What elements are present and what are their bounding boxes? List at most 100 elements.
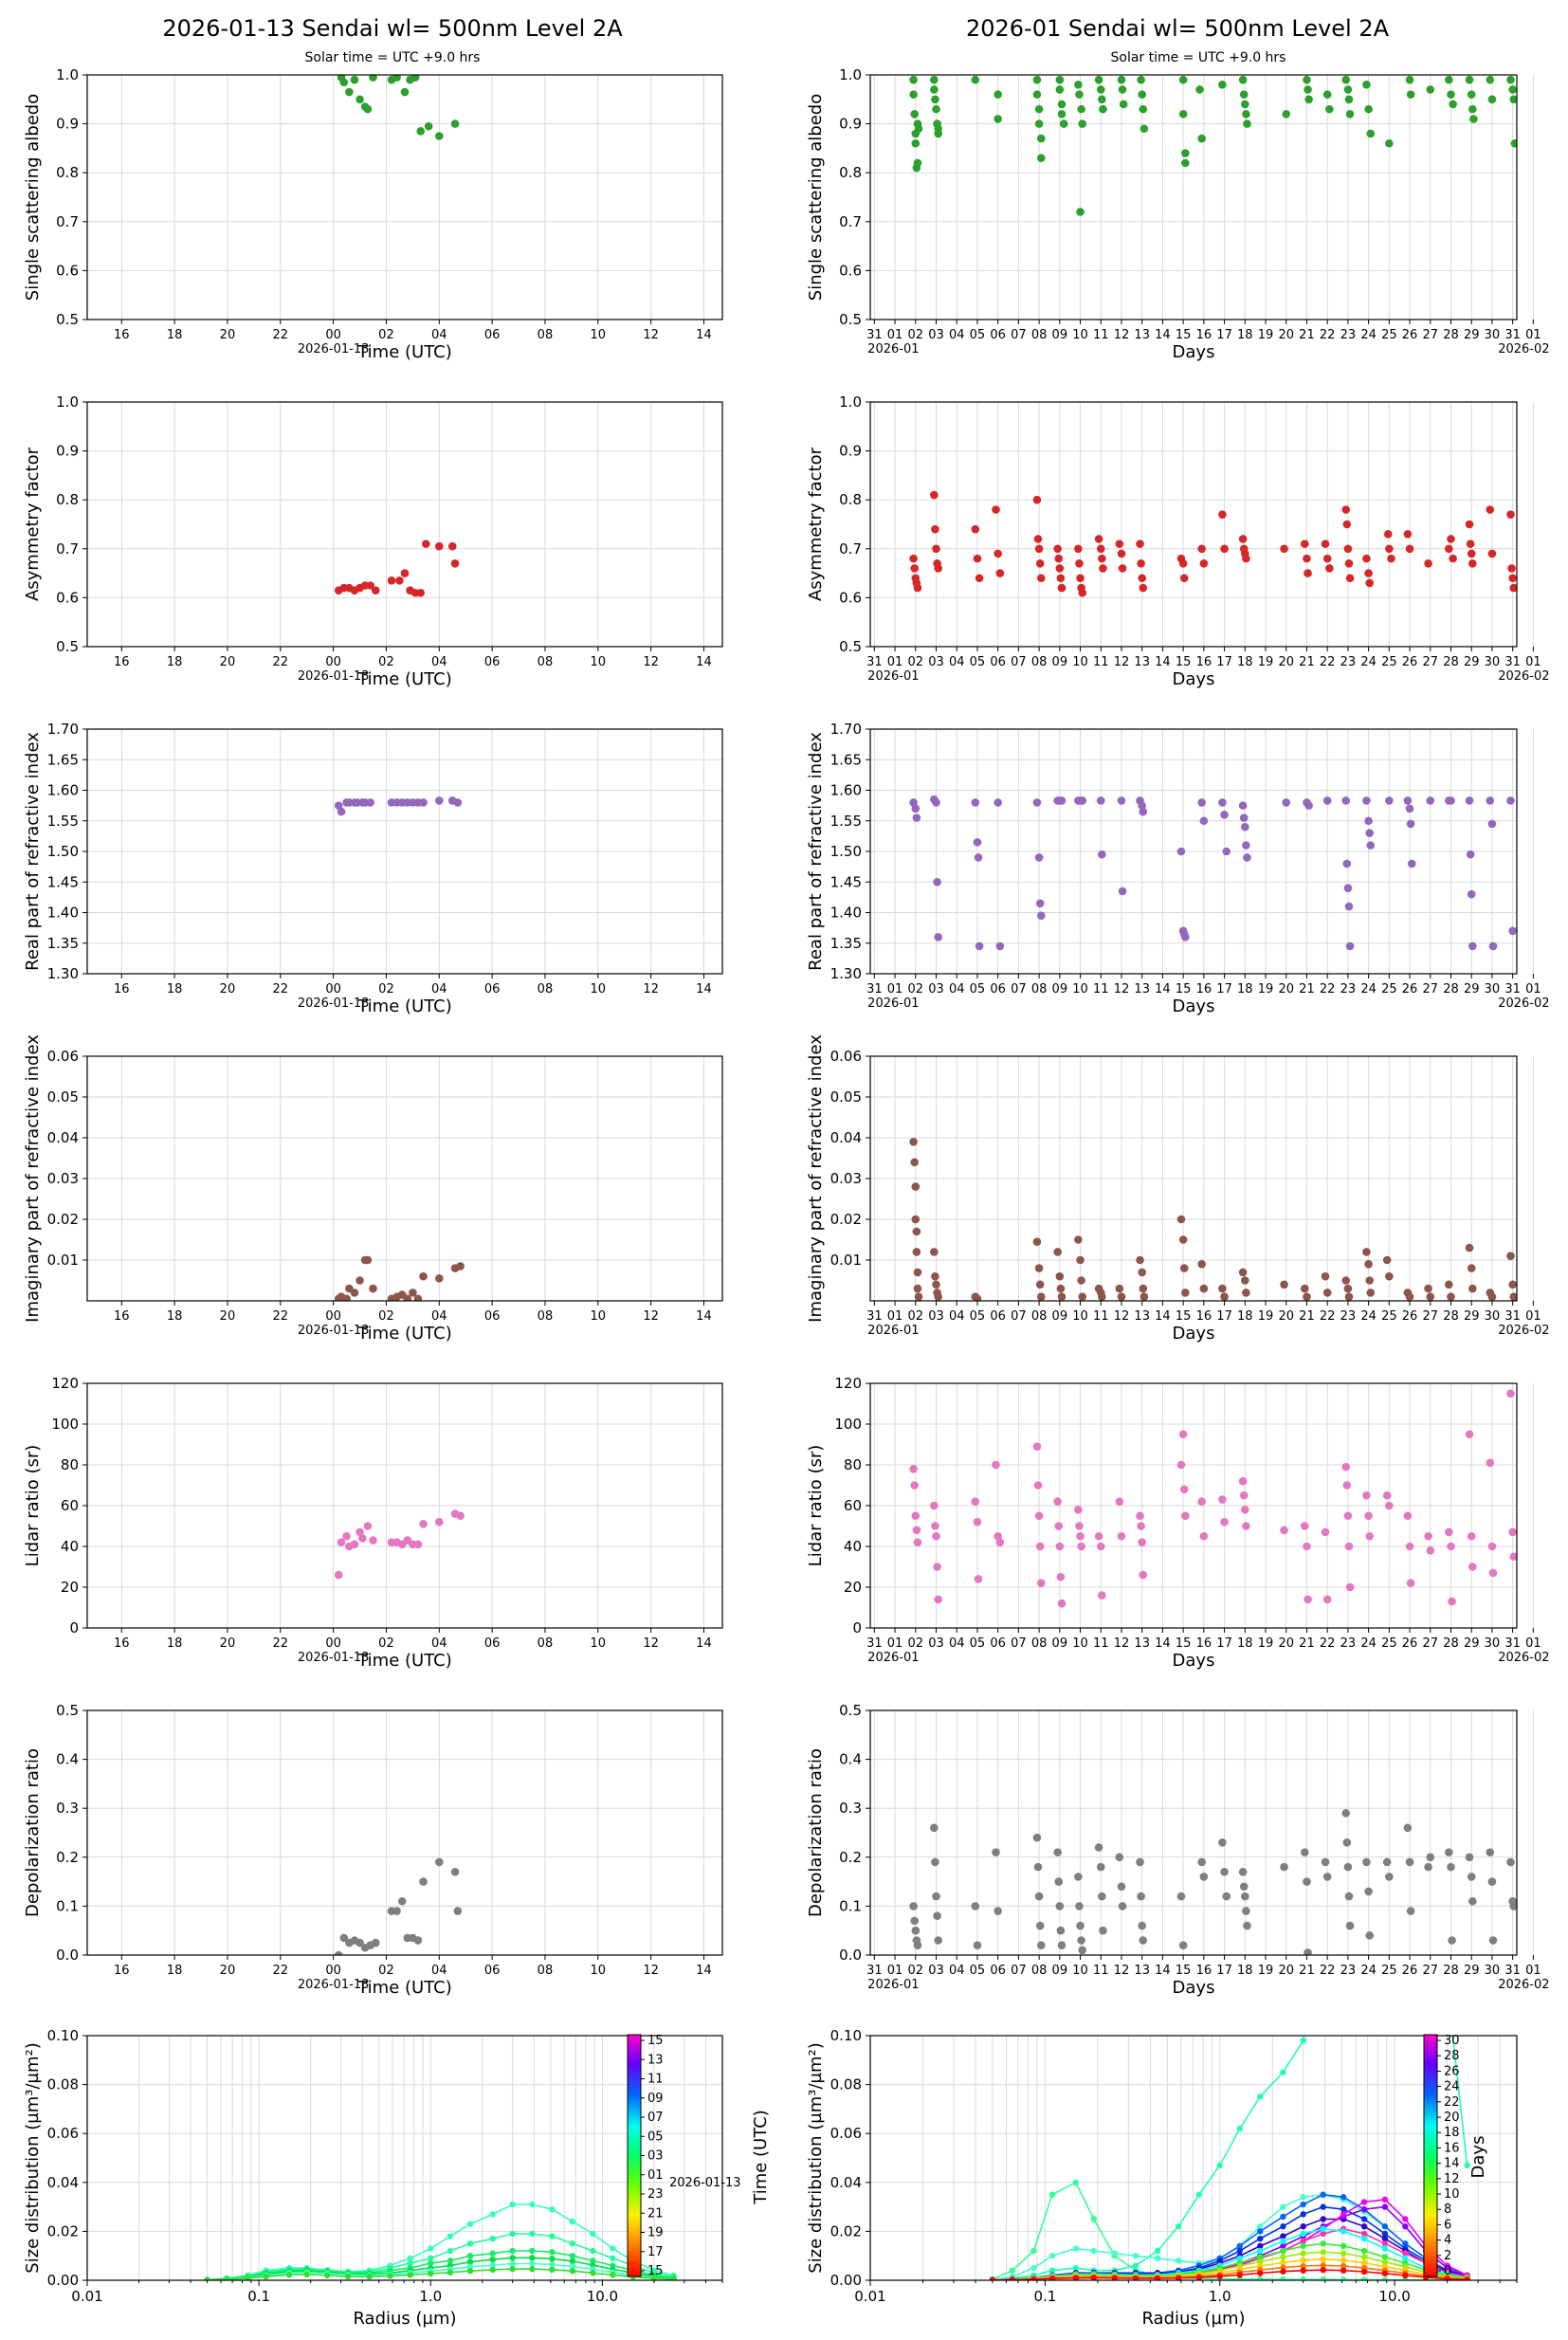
real-monthly-xtick-label: 13 — [1134, 982, 1150, 996]
asym-monthly-point — [1362, 554, 1371, 563]
imag-daily-point — [342, 1294, 351, 1301]
lidar-daily-point — [334, 1570, 343, 1580]
ssa-monthly-xtick-label: 30 — [1485, 328, 1501, 342]
depol-monthly-xtick-label: 27 — [1423, 1964, 1439, 1978]
sd-monthly-series-point — [1300, 2194, 1306, 2201]
ssa-daily-point — [392, 75, 401, 82]
ssa-monthly-point — [1078, 119, 1087, 128]
depol-daily-date-label: 2026-01-13 — [298, 1978, 370, 1992]
imag-monthly-xtick-label: 06 — [990, 1309, 1006, 1324]
real-monthly-point — [911, 804, 921, 814]
imag-monthly-point — [1057, 1292, 1067, 1301]
ssa-monthly-point — [1469, 115, 1478, 123]
ssa-monthly-point — [1467, 90, 1476, 99]
lidar-monthly-point — [913, 1538, 922, 1546]
imag-monthly-point — [1176, 1215, 1186, 1224]
sd-daily-series-point — [366, 2273, 373, 2280]
asym-monthly-point — [975, 574, 984, 583]
lidar-daily-point — [419, 1520, 428, 1528]
real-monthly-start-label: 2026-01 — [867, 996, 919, 1011]
sd-daily-series-point — [610, 2245, 616, 2252]
imag-monthly-xtick-label: 21 — [1299, 1309, 1315, 1324]
lidar-monthly-point — [1405, 1542, 1414, 1551]
depol-monthly-xtick-label: 16 — [1196, 1964, 1212, 1978]
imag-monthly-point — [1036, 1292, 1046, 1301]
real-monthly-xtick-label: 10 — [1072, 982, 1088, 996]
depol-monthly-xtick-label: 15 — [1176, 1964, 1192, 1978]
ssa-monthly-point — [1406, 90, 1415, 99]
ssa-monthly-point — [1181, 149, 1190, 157]
ssa-monthly-xtick-label: 04 — [949, 328, 965, 342]
asym-monthly-point — [1199, 558, 1209, 568]
asym-monthly-point — [930, 490, 939, 500]
ssa-monthly-frame — [869, 74, 1518, 320]
depol-daily-point — [334, 1950, 343, 1955]
sd-monthly-series-point — [1464, 2276, 1470, 2280]
real-daily-ytick-label: 1.70 — [47, 721, 79, 738]
lidar-daily-point — [337, 1538, 346, 1546]
real-monthly-xtick-label: 24 — [1360, 982, 1377, 996]
sd-monthly-series-point — [1360, 2254, 1368, 2260]
sd-daily-series-point — [245, 2275, 251, 2280]
sd-monthly-series-point — [1381, 2258, 1389, 2265]
sd-daily-xtick-label: 1.0 — [419, 2288, 442, 2305]
lidar-daily-xtick-label: 06 — [484, 1636, 501, 1651]
asym-daily-point — [434, 541, 444, 551]
sd-monthly-series-point — [1320, 2216, 1326, 2222]
real-daily-date-label: 2026-01-13 — [298, 996, 370, 1011]
sd-monthly-series-point — [1048, 2267, 1056, 2274]
depol-daily-xtick-label: 22 — [273, 1964, 289, 1978]
depol-monthly-xtick-label: 10 — [1072, 1964, 1088, 1978]
lidar-monthly-point — [1341, 1462, 1351, 1472]
lidar-monthly-point — [1343, 1511, 1353, 1521]
ssa-monthly-point — [914, 124, 923, 134]
ssa-daily-ytick-label: 0.5 — [56, 311, 79, 328]
depol-daily-xlabel: Time (UTC) — [356, 1978, 452, 1998]
imag-monthly-point — [1344, 1292, 1354, 1301]
depol-monthly-start-label: 2026-01 — [867, 1978, 919, 1992]
sd-monthly-series-point — [1402, 2240, 1409, 2247]
left-figure-title: 2026-01-13 Sendai wl= 500nm Level 2A — [162, 15, 623, 42]
real-monthly-xtick-label: 31 — [866, 982, 883, 996]
ssa-monthly-ytick-label: 0.8 — [839, 164, 862, 181]
lidar-daily-ytick-label: 20 — [61, 1579, 79, 1596]
asym-monthly-xtick-label: 26 — [1402, 655, 1418, 669]
sd-monthly-series-point — [1464, 2162, 1470, 2168]
asym-monthly-xtick-label: 27 — [1423, 655, 1439, 669]
depol-monthly-point — [1240, 1892, 1249, 1901]
sd-daily-ytick-label: 0.02 — [47, 2222, 79, 2239]
imag-monthly-xtick-label: 04 — [949, 1309, 965, 1324]
asym-monthly-ytick-label: 0.9 — [839, 443, 862, 460]
ssa-monthly-point — [909, 75, 918, 84]
asym-monthly-point — [1506, 510, 1515, 519]
ssa-monthly-point — [1036, 134, 1046, 143]
depol-monthly-point — [1385, 1873, 1394, 1881]
real-monthly-xlabel: Days — [1173, 996, 1215, 1016]
lidar-monthly-xtick-label: 16 — [1196, 1636, 1212, 1651]
depol-monthly-point — [1222, 1892, 1231, 1901]
lidar-monthly-point — [1509, 1552, 1517, 1562]
asym-daily-point — [422, 539, 430, 548]
real-monthly-point — [1035, 899, 1045, 908]
lidar-monthly-point — [1094, 1531, 1103, 1541]
real-monthly-panel: 1.30 1.35 1.40 1.45 1.50 1.55 1.60 1.65 1.70 31 01… — [806, 721, 1550, 1016]
real-daily-ytick-label: 1.55 — [47, 813, 79, 830]
lidar-daily-date-label: 2026-01-13 — [298, 1651, 370, 1665]
imag-monthly-panel: 0.01 0.02 0.03 0.04 0.05 0.06 31 01 02 03 04 05 06 07… — [806, 1034, 1550, 1344]
sd-monthly-series-point — [1236, 2125, 1243, 2132]
sd-daily-series-point — [569, 2263, 576, 2270]
asym-monthly-point — [1118, 564, 1127, 573]
real-monthly-xtick-label: 08 — [1031, 982, 1048, 996]
left-solar-time-note: Solar time = UTC +9.0 hrs — [305, 50, 481, 65]
ssa-daily-ytick-label: 0.7 — [56, 213, 79, 230]
lidar-monthly-ytick-label: 120 — [834, 1375, 862, 1392]
ssa-monthly-xtick-label: 05 — [970, 328, 986, 342]
depol-monthly-ytick-label: 0.5 — [839, 1702, 862, 1719]
depol-monthly-end-label: 2026-02 — [1498, 1978, 1549, 1992]
sd-monthly-series-point — [1280, 2268, 1286, 2275]
ssa-monthly-point — [1238, 75, 1248, 84]
asym-daily-ylabel: Asymmetry factor — [23, 447, 43, 601]
depol-monthly-point — [1178, 1941, 1188, 1949]
imag-monthly-point — [913, 1268, 922, 1277]
imag-monthly-point — [912, 1248, 921, 1256]
